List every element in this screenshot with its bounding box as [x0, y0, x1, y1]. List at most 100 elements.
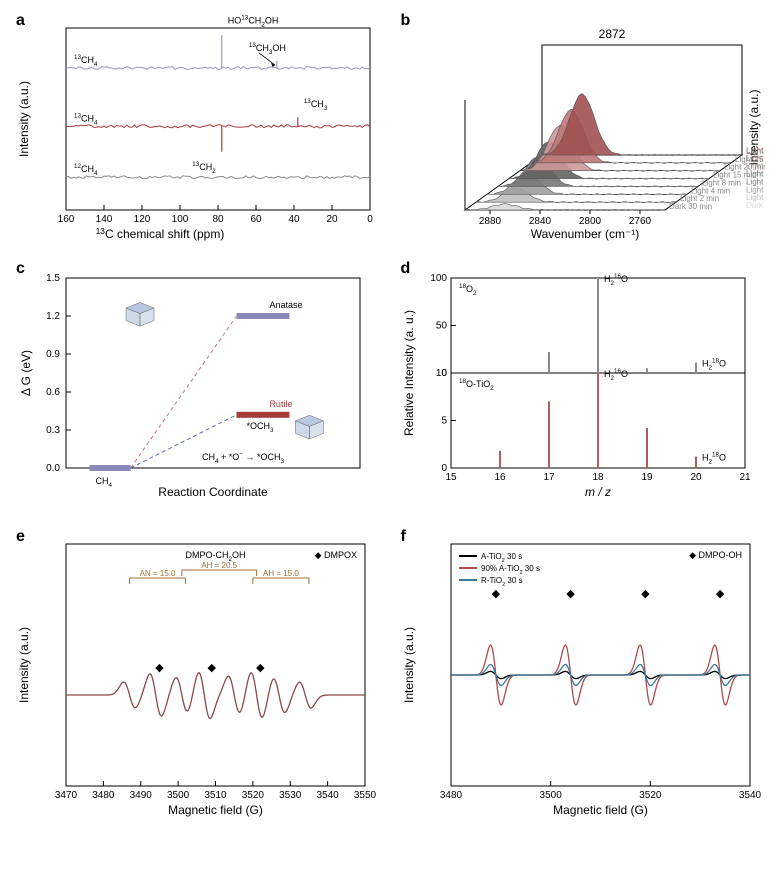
svg-text:◆: ◆ — [256, 662, 265, 674]
svg-text:16: 16 — [494, 472, 506, 483]
svg-text:Dark 30 min: Dark 30 min — [746, 201, 765, 210]
svg-text:Light 20 min: Light 20 min — [724, 163, 765, 172]
svg-text:◆: ◆ — [208, 662, 217, 674]
svg-text:0.6: 0.6 — [46, 387, 60, 398]
svg-text:50: 50 — [435, 321, 447, 332]
svg-text:◆: ◆ — [491, 588, 500, 600]
chart-e: 3470 3480 3490 3500 3510 3520 3530 3540 3550 Magn… — [10, 526, 380, 826]
svg-text:2840: 2840 — [528, 216, 551, 227]
svg-text:3540: 3540 — [317, 790, 340, 801]
panel-d-label: d — [401, 260, 411, 278]
svg-text:3500: 3500 — [167, 790, 190, 801]
panel-e: e 3470 3480 3490 3500 3510 3520 3530 3540 3550 Ma… — [10, 526, 387, 826]
svg-text:Intensity (a.u.): Intensity (a.u.) — [402, 627, 416, 703]
svg-text:Light 2 min: Light 2 min — [746, 193, 765, 202]
svg-text:40: 40 — [288, 214, 300, 225]
svg-text:Light 4 min: Light 4 min — [746, 185, 765, 194]
svg-text:15: 15 — [445, 472, 457, 483]
svg-text:13C chemical shift (ppm): 13C chemical shift (ppm) — [96, 226, 225, 241]
panel-d: d 15 16 17 18 19 20 21 m / z Relative Intensity … — [395, 258, 772, 518]
svg-text:3530: 3530 — [279, 790, 302, 801]
svg-text:◆ DMPOX: ◆ DMPOX — [315, 550, 357, 560]
svg-text:10: 10 — [435, 368, 447, 379]
svg-text:Magnetic field (G): Magnetic field (G) — [168, 803, 263, 817]
svg-text:Dark 30 min: Dark 30 min — [669, 202, 712, 211]
svg-text:0: 0 — [441, 463, 447, 474]
svg-text:3470: 3470 — [55, 790, 78, 801]
svg-text:◆: ◆ — [566, 588, 575, 600]
svg-text:Reaction Coordinate: Reaction Coordinate — [158, 485, 268, 499]
svg-text:18: 18 — [592, 472, 604, 483]
svg-text:5: 5 — [441, 416, 447, 427]
svg-text:Intensity (a.u.): Intensity (a.u.) — [17, 81, 31, 157]
chart-a: 0 20 40 60 80 100 120 140 160 13C chemical shift … — [10, 10, 380, 250]
svg-text:20: 20 — [326, 214, 338, 225]
svg-text:AH = 20.5: AH = 20.5 — [201, 561, 237, 570]
svg-text:3490: 3490 — [130, 790, 153, 801]
svg-text:Light 2 min: Light 2 min — [680, 194, 719, 203]
svg-text:Light 15 min: Light 15 min — [713, 171, 757, 180]
svg-text:1.2: 1.2 — [46, 311, 60, 322]
svg-text:21: 21 — [739, 472, 751, 483]
svg-text:20: 20 — [690, 472, 702, 483]
chart-f: 3480 3500 3520 3540 Magnetic field (G) Intens… — [395, 526, 765, 826]
chart-c: 0.0 0.3 0.6 0.9 1.2 1.5 Δ G (eV) Reaction Coord… — [10, 258, 380, 518]
svg-text:m / z: m / z — [585, 485, 611, 499]
panel-f: f 3480350035203540Magnetic field (G)Inte… — [395, 526, 772, 826]
svg-text:0.0: 0.0 — [46, 463, 60, 474]
svg-text:HO13CH2OH: HO13CH2OH — [228, 14, 279, 28]
svg-text:19: 19 — [641, 472, 653, 483]
svg-text:17: 17 — [543, 472, 555, 483]
figure: a 02040608010012014016013C chemical shif… — [0, 0, 781, 836]
panel-a: a 0 20 40 60 80 100 120 140 160 13C chemical shif… — [10, 10, 387, 250]
svg-text:2880: 2880 — [478, 216, 501, 227]
svg-text:CH4: CH4 — [96, 476, 113, 489]
svg-text:Light 8 min: Light 8 min — [702, 178, 741, 187]
svg-text:3480: 3480 — [92, 790, 115, 801]
panel-b: b 2880284028002760Wavenumber (cm⁻¹)Inten… — [395, 10, 772, 250]
svg-text:3520: 3520 — [242, 790, 265, 801]
chart-b: 2880284028002760Wavenumber (cm⁻¹)Intensi… — [395, 10, 765, 250]
panel-b-label: b — [401, 12, 411, 30]
svg-text:2872: 2872 — [598, 27, 625, 41]
svg-text:80: 80 — [212, 214, 224, 225]
svg-text:3510: 3510 — [204, 790, 227, 801]
svg-text:2760: 2760 — [628, 216, 651, 227]
svg-text:Light 25 min: Light 25 min — [735, 155, 765, 164]
svg-text:160: 160 — [58, 214, 75, 225]
panel-a-label: a — [16, 12, 25, 30]
svg-text:Relative Intensity (a. u.): Relative Intensity (a. u.) — [402, 310, 416, 436]
svg-text:◆: ◆ — [155, 662, 164, 674]
svg-text:120: 120 — [134, 214, 151, 225]
panel-c-label: c — [16, 260, 25, 278]
svg-text:Rutile: Rutile — [269, 399, 292, 409]
svg-text:60: 60 — [250, 214, 262, 225]
svg-text:3520: 3520 — [639, 790, 662, 801]
svg-text:AN = 15.0: AN = 15.0 — [140, 569, 176, 578]
svg-text:Magnetic field (G): Magnetic field (G) — [553, 803, 648, 817]
svg-text:100: 100 — [172, 214, 189, 225]
svg-text:Δ G (eV): Δ G (eV) — [19, 350, 33, 396]
svg-text:3500: 3500 — [539, 790, 562, 801]
svg-text:0.3: 0.3 — [46, 425, 60, 436]
svg-text:3480: 3480 — [439, 790, 462, 801]
panel-e-label: e — [16, 528, 25, 546]
svg-text:1.5: 1.5 — [46, 273, 60, 284]
svg-text:2800: 2800 — [578, 216, 601, 227]
svg-text:0.9: 0.9 — [46, 349, 60, 360]
svg-text:3550: 3550 — [354, 790, 377, 801]
svg-text:0: 0 — [367, 214, 373, 225]
svg-text:◆ DMPO-OH: ◆ DMPO-OH — [689, 550, 742, 560]
svg-text:Intensity (a.u.): Intensity (a.u.) — [17, 627, 31, 703]
svg-text:100: 100 — [430, 273, 447, 284]
svg-text:Light 4 min: Light 4 min — [691, 186, 730, 195]
svg-text:◆: ◆ — [641, 588, 650, 600]
svg-text:Anatase: Anatase — [269, 300, 302, 310]
svg-text:AH = 15.0: AH = 15.0 — [263, 569, 299, 578]
panel-c: c 0.0 0.3 0.6 0.9 1.2 1.5 Δ G (eV) Reaction Coo… — [10, 258, 387, 518]
svg-text:Wavenumber (cm⁻¹): Wavenumber (cm⁻¹) — [530, 227, 639, 241]
chart-d: 15 16 17 18 19 20 21 m / z Relative Intensity (a… — [395, 258, 765, 518]
svg-text:140: 140 — [96, 214, 113, 225]
svg-text:Light 30 min: Light 30 min — [746, 147, 765, 156]
svg-text:3540: 3540 — [738, 790, 761, 801]
